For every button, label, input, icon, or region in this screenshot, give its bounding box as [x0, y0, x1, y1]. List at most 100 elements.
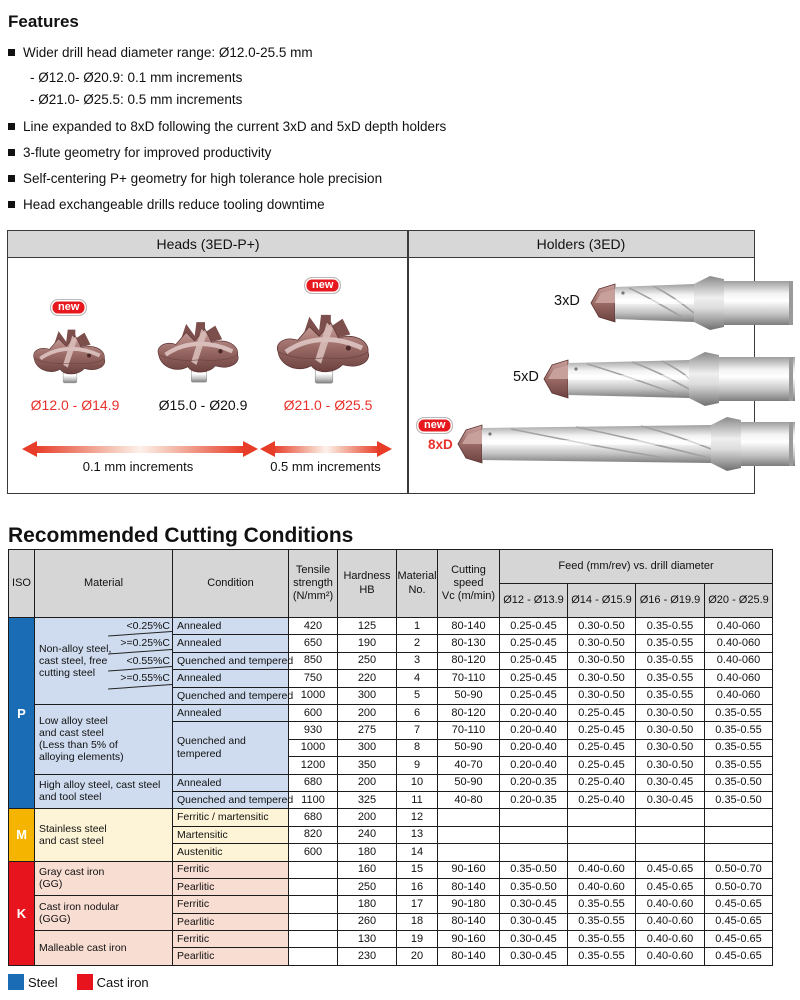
cell-feed [567, 825, 636, 845]
cell-feed: 0.40-0.60 [567, 877, 636, 897]
cell-condition: Ferritic [172, 860, 289, 879]
cell-cutting-speed: 80-140 [437, 947, 500, 966]
cell-hardness: 250 [337, 877, 397, 897]
cell-cutting-speed [437, 843, 500, 862]
cell-cutting-speed: 80-140 [437, 912, 500, 932]
cell-feed: 0.30-0.45 [499, 930, 568, 949]
cell-condition: Ferritic [172, 895, 289, 914]
cell-feed: 0.30-0.50 [567, 651, 636, 671]
cell-feed: 0.35-0.55 [567, 930, 636, 949]
cell-cutting-speed: 70-110 [437, 669, 500, 688]
feature-item: Line expanded to 8xD following the curre… [8, 119, 446, 134]
holder-5xd-image [543, 352, 795, 406]
feature-text: Wider drill head diameter range: Ø12.0-2… [23, 45, 313, 60]
cell-feed [635, 808, 705, 827]
table-row: Cast iron nodular (GGG) Ferritic 180 17 … [9, 895, 774, 932]
bullet-square-icon [8, 149, 15, 156]
cell-condition: Quenched and tempered [172, 651, 293, 671]
cell-feed: 0.40-0.60 [567, 860, 636, 879]
drill-head-image-large [269, 309, 379, 391]
cell-feed: 0.35-0.55 [635, 686, 705, 706]
material-cell: Malleable cast iron [34, 930, 173, 966]
table-row: Annealed 650 190 2 80-130 0.25-0.45 0.30… [9, 634, 774, 653]
cell-feed: 0.35-0.55 [703, 703, 774, 723]
table-row: Pearlitic 230 20 80-140 0.30-0.45 0.35-0… [9, 947, 774, 966]
legend-label-cast-iron: Cast iron [96, 974, 149, 990]
cell-hardness: 260 [337, 912, 397, 932]
cell-feed: 0.45-0.65 [703, 930, 774, 949]
cell-feed: 0.30-0.50 [567, 669, 636, 688]
cell-feed: 0.30-0.45 [499, 895, 568, 914]
legend-label-steel: Steel [28, 974, 58, 990]
cell-tensile: 930 [288, 721, 338, 740]
cell-feed: 0.35-0.50 [499, 877, 568, 897]
col-condition: Condition [172, 549, 289, 618]
cell-hardness: 300 [337, 738, 397, 758]
cell-cutting-speed: 90-180 [437, 895, 500, 914]
cell-cutting-speed: 80-140 [437, 877, 500, 897]
cell-feed: 0.45-0.65 [703, 947, 774, 966]
cell-material-no: 2 [396, 634, 438, 653]
cell-hardness: 275 [337, 721, 397, 740]
cell-tensile: 600 [288, 843, 338, 862]
cell-condition: Annealed [172, 669, 289, 688]
cell-tensile: 850 [288, 651, 338, 671]
cell-material-no: 11 [396, 790, 438, 810]
cell-feed: 0.30-0.45 [499, 947, 568, 966]
cell-feed: 0.30-0.50 [567, 634, 636, 653]
table-row: Quenched and tempered 1100 325 11 40-80 … [9, 790, 774, 810]
cell-material-no: 20 [396, 947, 438, 966]
cell-material-no: 12 [396, 808, 438, 827]
cell-feed: 0.45-0.65 [703, 895, 774, 914]
cell-material-no: 19 [396, 930, 438, 949]
cell-hardness: 325 [337, 790, 397, 810]
cell-feed: 0.35-0.50 [703, 773, 774, 792]
cell-tensile: 680 [288, 773, 338, 792]
cell-feed: 0.20-0.35 [499, 773, 568, 792]
col-material: Material [34, 549, 173, 618]
cutting-conditions-table: ISO Material Condition Tensile strength … [8, 549, 774, 966]
cell-hardness: 125 [337, 616, 397, 636]
condition-text: Quenched and tempered [177, 734, 246, 760]
col-tensile-strength: Tensile strength (N/mm²) [288, 549, 338, 618]
holder-3xd-image [590, 276, 793, 330]
cell-feed: 0.50-0.70 [703, 860, 774, 879]
cell-condition: Ferritic / martensitic [172, 808, 289, 827]
cell-feed: 0.25-0.45 [567, 703, 636, 723]
cell-tensile [288, 895, 338, 914]
cell-feed: 0.20-0.40 [499, 703, 568, 723]
cell-feed [499, 825, 568, 845]
cell-hardness: 230 [337, 947, 397, 966]
cell-feed: 0.30-0.45 [499, 912, 568, 932]
cell-tensile: 1000 [288, 686, 338, 706]
cell-feed [703, 843, 774, 862]
cell-condition: Quenched and tempered [172, 790, 293, 810]
cell-cutting-speed: 40-80 [437, 790, 500, 810]
feature-item: Self-centering P+ geometry for high tole… [8, 171, 382, 186]
col-iso: ISO [8, 549, 35, 618]
col-hardness: Hardness HB [337, 549, 397, 618]
material-cell: Low alloy steel and cast steel (Less tha… [34, 704, 173, 775]
cell-feed [635, 843, 705, 862]
material-name: Cast iron nodular (GGG) [39, 901, 119, 926]
cell-feed: 0.35-0.55 [635, 634, 705, 653]
feature-text: 3-flute geometry for improved productivi… [23, 145, 272, 160]
cell-feed: 0.30-0.50 [635, 756, 705, 775]
table-row: High alloy steel, cast steel and tool st… [9, 773, 774, 810]
cell-feed: 0.40-060 [703, 616, 774, 636]
iso-group-p: P [8, 616, 35, 810]
head-range-label: Ø21.0 - Ø25.5 [283, 397, 373, 413]
cell-feed: 0.35-0.55 [567, 947, 636, 966]
holder-8xd-image [457, 417, 795, 471]
arrow-left-icon [22, 441, 37, 457]
col-feed-d12: Ø12 - Ø13.9 [499, 583, 568, 618]
arrow-shaft [35, 445, 245, 453]
col-feed-d14: Ø14 - Ø15.9 [567, 583, 636, 618]
increment-range-arrow [260, 441, 392, 457]
cell-tensile [288, 860, 338, 879]
holder-length-label: 3xD [554, 293, 580, 309]
table-row: 1200 350 9 40-70 0.20-0.40 0.25-0.45 0.3… [9, 756, 774, 775]
cell-feed: 0.25-0.45 [499, 651, 568, 671]
bullet-square-icon [8, 175, 15, 182]
cell-feed: 0.30-0.50 [635, 721, 705, 740]
